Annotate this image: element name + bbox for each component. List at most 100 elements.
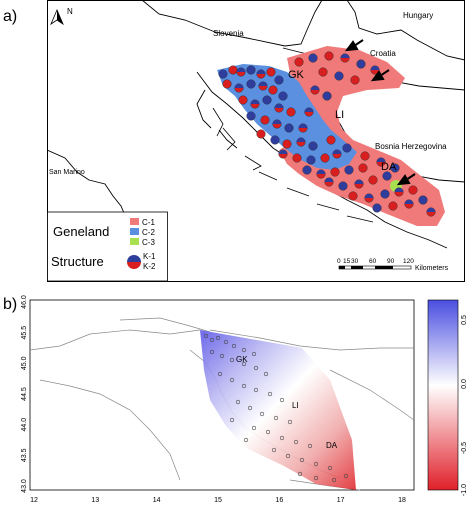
coastal-islands xyxy=(212,107,374,223)
surface-point xyxy=(271,447,277,453)
surface-point xyxy=(241,383,247,389)
surface-point xyxy=(313,475,319,481)
sample-point xyxy=(376,157,386,167)
x-axis: 12 13 14 15 16 17 18 xyxy=(30,497,406,504)
sample-point xyxy=(270,135,280,145)
sample-point xyxy=(286,107,296,117)
color-bar xyxy=(427,299,459,491)
legend-k2-half-icon xyxy=(127,262,141,269)
surface-point xyxy=(223,339,229,345)
sample-point xyxy=(260,115,270,125)
surface-sample-points xyxy=(203,333,349,483)
legend-geneland-title: Geneland xyxy=(53,224,109,239)
y-tick-label: 43.5 xyxy=(21,448,28,462)
scale-tick-60: 60 xyxy=(369,258,377,265)
x-tick-label: 18 xyxy=(398,497,406,504)
surface-point xyxy=(279,397,285,403)
sample-point xyxy=(340,53,350,63)
scale-tick-90: 90 xyxy=(387,258,395,265)
legend-c1-swatch xyxy=(130,218,139,225)
sample-point xyxy=(308,53,318,63)
map-panel-a: N Slovenia Hungary Croatia Bosnia Herzeg… xyxy=(47,0,465,282)
surface-point xyxy=(279,435,285,441)
sample-point xyxy=(234,83,244,93)
region-b-label-li: LI xyxy=(292,401,299,410)
panel-b-label: b) xyxy=(3,296,18,313)
sample-point xyxy=(338,181,348,191)
sample-point xyxy=(266,67,276,77)
x-tick-label: 16 xyxy=(275,497,283,504)
sample-point xyxy=(278,91,288,101)
legend-k2-label: K-2 xyxy=(143,262,156,271)
region-label-li: LI xyxy=(335,109,344,121)
sample-point xyxy=(360,151,370,161)
sample-point xyxy=(372,203,382,213)
surface-point xyxy=(241,361,247,367)
sample-point xyxy=(316,169,326,179)
sample-point xyxy=(278,149,288,159)
sample-point xyxy=(228,65,238,75)
surface-point xyxy=(247,405,253,411)
sample-point xyxy=(302,165,312,175)
region-label-gk: GK xyxy=(288,69,305,81)
color-bar-tick-label: 0.5 xyxy=(461,315,468,325)
surface-point xyxy=(267,391,273,397)
sample-point xyxy=(354,179,364,189)
legend-k1-half-icon xyxy=(127,255,141,262)
sample-point xyxy=(390,163,400,173)
sample-point xyxy=(256,129,266,139)
sample-point xyxy=(268,85,278,95)
surface-point xyxy=(243,437,249,443)
surface-hull xyxy=(200,330,356,490)
sample-point xyxy=(246,79,256,89)
y-tick-label: 46.0 xyxy=(21,295,28,309)
color-bar-tick-label: -1.0 xyxy=(461,484,468,496)
surface-point xyxy=(241,347,247,353)
surface-point xyxy=(209,337,215,343)
surface-point xyxy=(231,343,237,349)
x-tick-label: 17 xyxy=(337,497,345,504)
x-tick-label: 13 xyxy=(91,497,99,504)
surface-point xyxy=(229,357,235,363)
region-label-da: DA xyxy=(381,161,397,173)
surface-point xyxy=(331,477,337,483)
legend-structure-title: Structure xyxy=(51,254,104,269)
surface-point xyxy=(219,353,225,359)
surface-point xyxy=(327,465,333,471)
surface-point xyxy=(235,399,241,405)
country-label-slovenia: Slovenia xyxy=(213,29,244,38)
surface-point xyxy=(273,415,279,421)
sample-point xyxy=(274,103,284,113)
country-label-sanmarino: San Marino xyxy=(49,169,85,176)
sample-point xyxy=(322,91,332,101)
sample-point xyxy=(310,85,320,95)
sample-point xyxy=(262,95,272,105)
legend-c2-swatch xyxy=(130,228,139,235)
y-tick-label: 45.0 xyxy=(21,356,28,370)
y-tick-label: 44.5 xyxy=(21,387,28,401)
x-tick-label: 12 xyxy=(30,497,38,504)
sample-point xyxy=(222,79,232,89)
surface-point xyxy=(307,443,313,449)
legend-c3-label: C-3 xyxy=(142,238,155,247)
sample-point xyxy=(418,195,428,205)
sample-point xyxy=(246,65,256,75)
legend: Geneland Structure C-1 C-2 C-3 K-1 K-2 xyxy=(47,211,168,282)
sample-point xyxy=(250,99,260,109)
sample-point xyxy=(388,201,398,211)
sample-point xyxy=(272,119,282,129)
country-label-bosnia: Bosnia Herzegovina xyxy=(375,142,447,151)
sample-point xyxy=(324,177,334,187)
sample-point xyxy=(292,153,302,163)
sample-point xyxy=(298,123,308,133)
sample-point xyxy=(394,187,404,197)
legend-box xyxy=(47,211,168,282)
sample-point xyxy=(320,153,330,163)
sample-point xyxy=(380,189,390,199)
sample-point xyxy=(408,185,418,195)
sample-point xyxy=(350,75,360,85)
surface-point xyxy=(215,335,221,341)
scale-tick-120: 120 xyxy=(403,258,414,265)
sample-point xyxy=(296,137,306,147)
sample-point xyxy=(326,135,336,145)
